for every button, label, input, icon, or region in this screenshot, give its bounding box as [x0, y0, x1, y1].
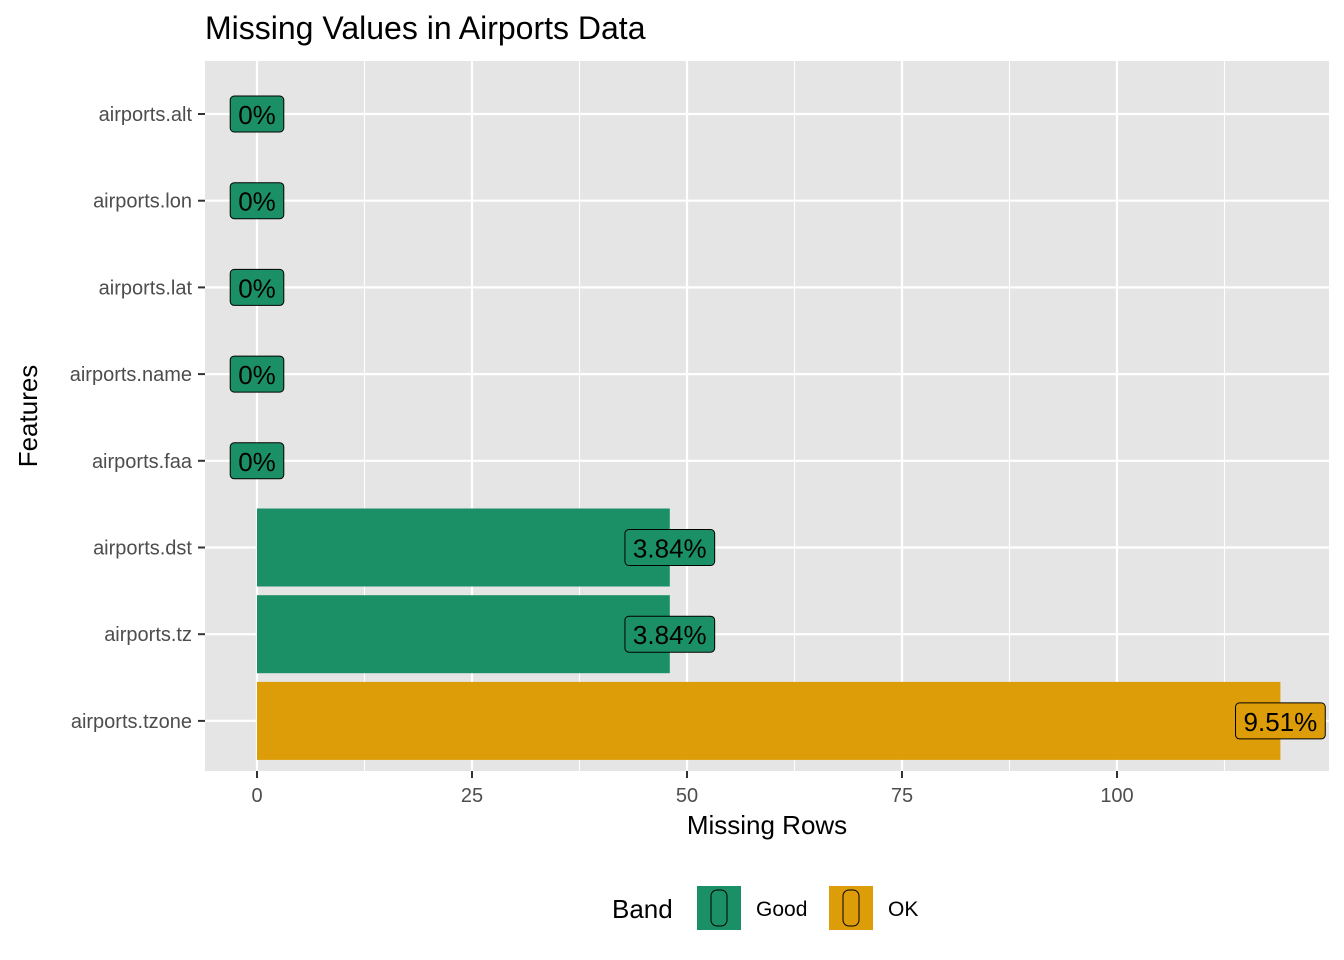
data-label-box: [229, 442, 285, 480]
y-tick-label: airports.name: [70, 364, 192, 386]
x-tick-label: 50: [676, 785, 698, 807]
data-label: 3.84%: [624, 615, 716, 653]
bar: [257, 681, 1281, 760]
data-label-box: [624, 615, 716, 653]
bars: [257, 508, 1281, 760]
legend-item: OK: [829, 886, 918, 930]
data-label-text: 9.51%: [1244, 707, 1318, 737]
data-label-box: [229, 95, 285, 133]
data-label-text: 0%: [238, 100, 276, 130]
legend: Band Good OK: [612, 886, 918, 930]
data-label-text: 0%: [238, 360, 276, 390]
y-tick-label: airports.tz: [104, 624, 192, 646]
legend-key-glyph: [710, 889, 728, 927]
data-label: 0%: [229, 268, 285, 306]
y-tick-label: airports.alt: [99, 104, 193, 126]
y-tick-label: airports.tzone: [71, 711, 192, 733]
data-labels: 0% 0% 0% 0% 0% 3.84% 3.84% 9.51%: [229, 95, 1326, 740]
bar: [257, 595, 670, 674]
legend-title: Band: [612, 894, 673, 924]
y-tick-label: airports.lon: [93, 191, 192, 213]
data-label: 9.51%: [1235, 702, 1326, 740]
data-label-box: [624, 529, 716, 566]
data-label-box: [229, 355, 285, 393]
legend-label: OK: [888, 898, 918, 921]
chart-title: Missing Values in Airports Data: [205, 10, 646, 46]
y-tick-label: airports.faa: [92, 451, 193, 473]
data-label: 0%: [229, 355, 285, 393]
x-tick-label: 0: [251, 785, 262, 807]
data-label: 0%: [229, 442, 285, 480]
data-label: 3.84%: [624, 529, 716, 566]
y-tick-label: airports.dst: [93, 538, 192, 560]
data-label: 0%: [229, 182, 285, 220]
legend-item: Good: [697, 886, 807, 930]
x-tick-label: 75: [891, 785, 913, 807]
data-label-text: 3.84%: [633, 620, 707, 650]
data-label-box: [229, 182, 285, 220]
y-axis: airports.alt airports.lon airports.lat airp…: [70, 104, 205, 733]
data-label-text: 0%: [238, 273, 276, 303]
x-axis-title: Missing Rows: [687, 810, 847, 840]
data-label: 0%: [229, 95, 285, 133]
x-axis: 0 25 50 75 100: [251, 771, 1134, 807]
data-label-text: 0%: [238, 187, 276, 217]
data-label-box: [229, 268, 285, 306]
legend-key-glyph: [842, 889, 860, 927]
data-label-box: [1235, 702, 1326, 740]
x-tick-label: 25: [461, 785, 483, 807]
data-label-text: 3.84%: [633, 534, 707, 564]
bar: [257, 508, 670, 587]
y-axis-title: Features: [13, 365, 43, 468]
data-label-text: 0%: [238, 447, 276, 477]
y-tick-label: airports.lat: [99, 277, 193, 299]
x-tick-label: 100: [1100, 785, 1133, 807]
legend-label: Good: [756, 898, 807, 921]
